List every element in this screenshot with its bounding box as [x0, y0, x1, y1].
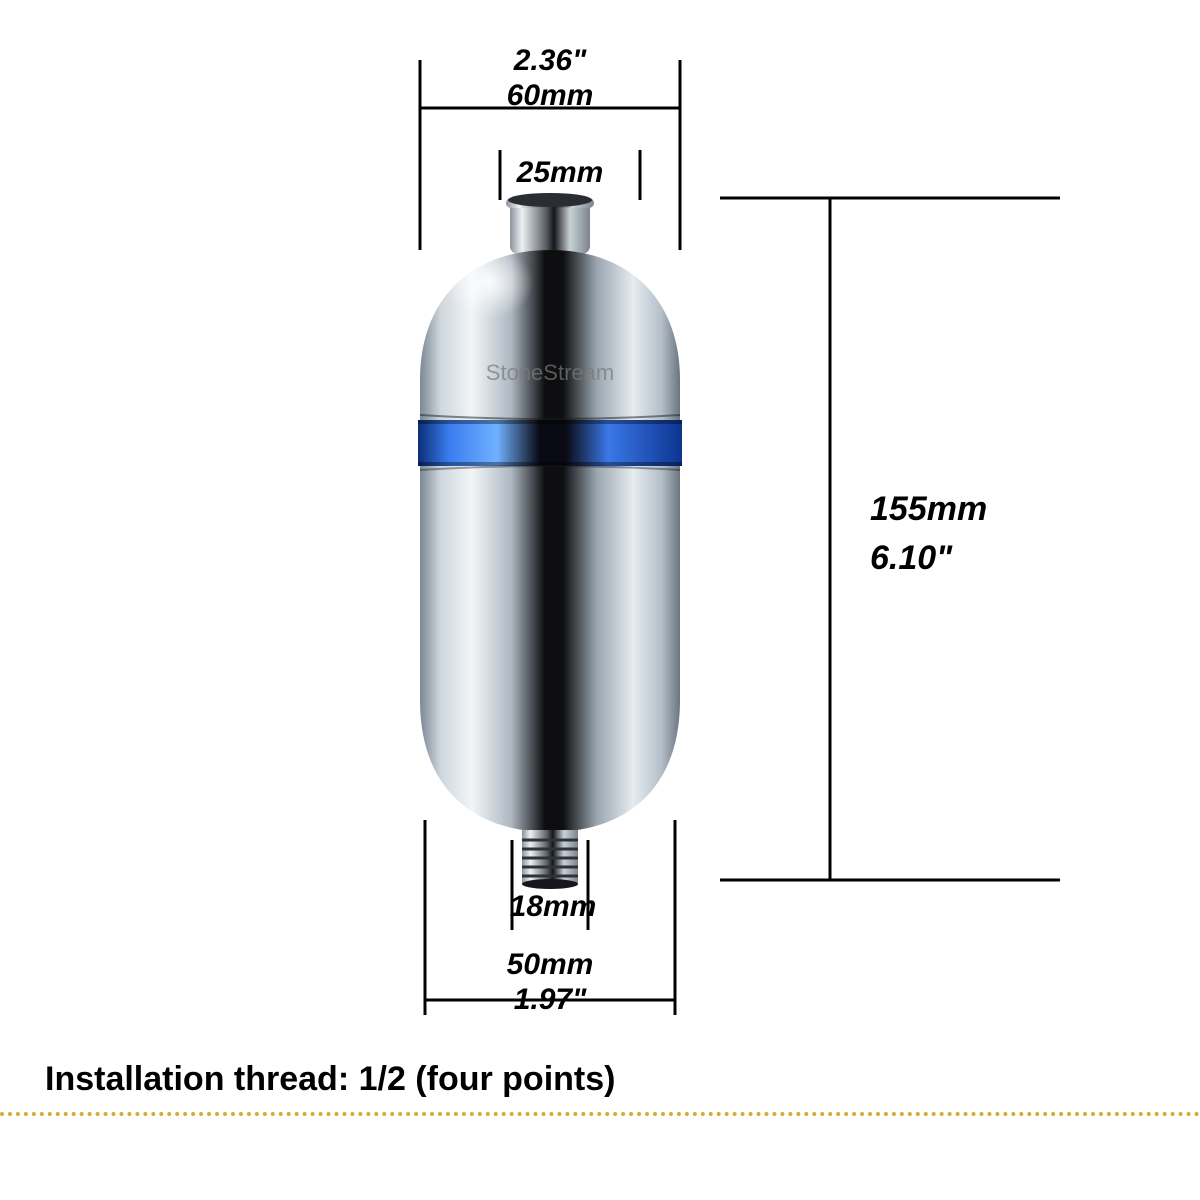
dim-top-width: 2.36" 60mm: [450, 44, 650, 113]
dim-top-width-inch: 2.36": [450, 44, 650, 79]
product-dimension-diagram: StoneStream: [0, 0, 1200, 1200]
dim-bottom-thread: 18mm: [490, 890, 616, 925]
dim-top-width-mm: 60mm: [450, 79, 650, 114]
installation-thread-note: Installation thread: 1/2 (four points): [45, 1060, 615, 1099]
dim-height: 155mm 6.10": [870, 490, 1070, 578]
dim-bottom-width-inch: 1.97": [450, 983, 650, 1018]
brand-label: StoneStream: [486, 360, 614, 385]
dim-height-inch: 6.10": [870, 539, 1070, 578]
dim-bottom-thread-mm: 18mm: [510, 890, 597, 923]
footer-dashed-rule: [0, 1112, 1200, 1116]
product-render: StoneStream: [418, 193, 682, 889]
dim-top-connector-mm: 25mm: [517, 156, 604, 189]
dim-top-connector: 25mm: [480, 156, 640, 191]
dim-bottom-width-mm: 50mm: [450, 948, 650, 983]
dim-height-mm: 155mm: [870, 490, 1070, 529]
dim-bottom-width: 50mm 1.97": [450, 948, 650, 1017]
